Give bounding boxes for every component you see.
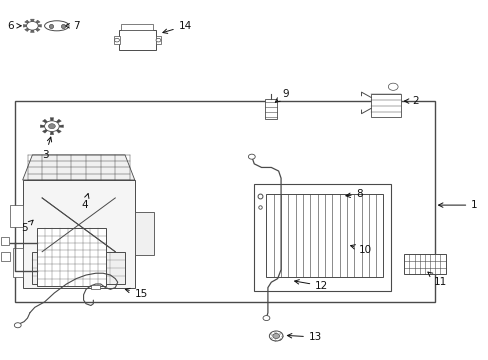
- Polygon shape: [50, 118, 54, 121]
- Bar: [15, 101, 434, 302]
- Bar: [0, 252, 10, 261]
- Circle shape: [263, 316, 269, 320]
- Circle shape: [114, 39, 119, 42]
- Polygon shape: [56, 119, 61, 123]
- Text: 12: 12: [294, 280, 328, 291]
- Polygon shape: [38, 24, 41, 27]
- Bar: [266, 194, 383, 277]
- Polygon shape: [40, 125, 44, 127]
- Polygon shape: [56, 129, 61, 133]
- Bar: [22, 180, 135, 288]
- Text: 1: 1: [438, 200, 477, 210]
- Polygon shape: [22, 155, 135, 180]
- Text: 15: 15: [125, 288, 148, 299]
- Text: 13: 13: [287, 332, 322, 342]
- Polygon shape: [42, 119, 47, 123]
- Circle shape: [26, 22, 38, 30]
- Bar: [10, 205, 22, 226]
- Circle shape: [44, 121, 59, 132]
- Text: 5: 5: [21, 220, 33, 233]
- Bar: [404, 255, 445, 274]
- Polygon shape: [36, 20, 40, 23]
- Bar: [0, 237, 9, 244]
- Circle shape: [272, 333, 279, 338]
- Polygon shape: [50, 131, 54, 135]
- Circle shape: [156, 39, 161, 42]
- Circle shape: [48, 124, 55, 129]
- Polygon shape: [42, 129, 47, 133]
- Text: 10: 10: [350, 245, 371, 255]
- Text: 4: 4: [81, 194, 89, 210]
- Circle shape: [269, 331, 283, 341]
- Text: 14: 14: [163, 21, 191, 33]
- Polygon shape: [23, 24, 27, 27]
- Bar: [122, 32, 152, 48]
- Circle shape: [387, 83, 397, 90]
- Ellipse shape: [44, 21, 69, 31]
- Bar: [370, 94, 400, 117]
- Text: 8: 8: [345, 189, 363, 199]
- Polygon shape: [36, 28, 40, 31]
- Polygon shape: [24, 28, 29, 31]
- Bar: [91, 285, 100, 289]
- Bar: [254, 184, 390, 291]
- Bar: [37, 228, 105, 286]
- Text: 2: 2: [404, 96, 419, 106]
- Bar: [121, 24, 153, 30]
- Text: 6: 6: [8, 21, 21, 31]
- Polygon shape: [30, 30, 34, 32]
- Text: 11: 11: [427, 272, 446, 287]
- Polygon shape: [59, 125, 63, 127]
- Polygon shape: [24, 20, 29, 23]
- Polygon shape: [30, 19, 34, 22]
- Bar: [13, 248, 22, 277]
- Circle shape: [14, 323, 21, 328]
- Text: 7: 7: [65, 21, 80, 31]
- Bar: [265, 99, 277, 119]
- Bar: [119, 30, 155, 50]
- Text: 9: 9: [275, 89, 288, 102]
- Bar: [155, 36, 161, 44]
- Bar: [32, 252, 125, 284]
- Bar: [114, 36, 120, 44]
- Circle shape: [248, 154, 255, 159]
- Bar: [135, 212, 154, 255]
- Text: 3: 3: [42, 137, 52, 160]
